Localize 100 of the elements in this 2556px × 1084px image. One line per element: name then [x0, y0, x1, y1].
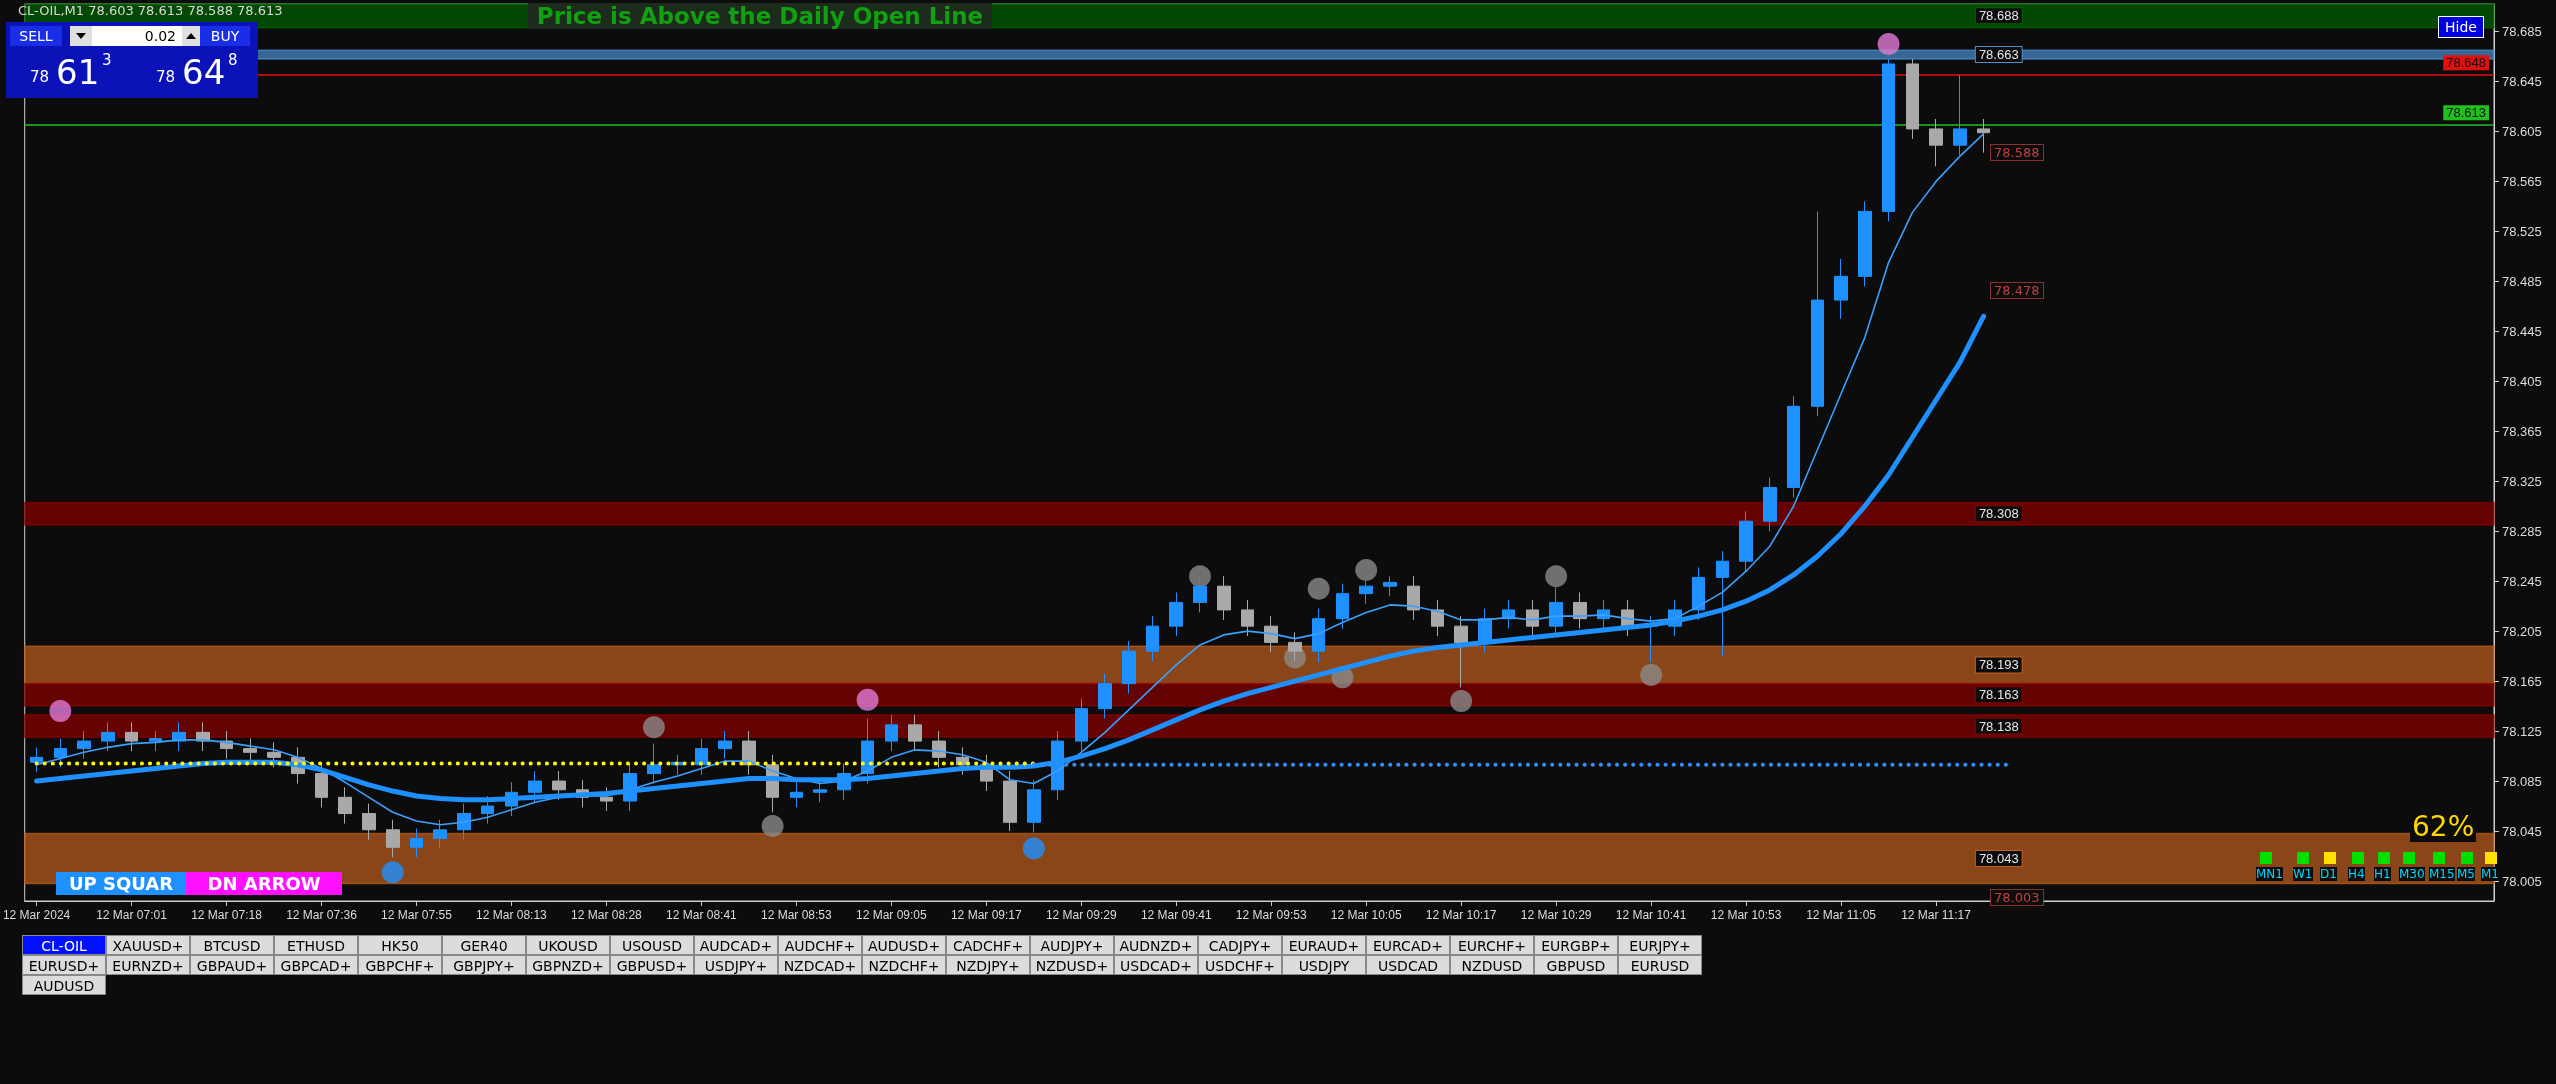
candlestick — [125, 721, 138, 752]
annotation: 78 — [30, 68, 50, 86]
x-tick-label: 12 Mar 2024 — [2, 908, 71, 922]
point — [1355, 558, 1378, 581]
x-tick-label: 12 Mar 10:17 — [1425, 908, 1497, 922]
candlestick — [1288, 631, 1302, 662]
text: EURUSD — [1618, 955, 1702, 975]
y-tick-label: 78.125 — [2502, 723, 2542, 739]
point — [381, 861, 404, 884]
point — [49, 700, 72, 723]
text: USDJPY — [1282, 955, 1366, 975]
annotation: 61 — [56, 52, 100, 92]
candlestick — [77, 730, 91, 760]
candlestick — [386, 819, 400, 858]
annotation: 64 — [182, 52, 226, 92]
text: GBPCAD+ — [274, 955, 358, 975]
candlestick — [1953, 74, 1967, 156]
text: EURJPY+ — [1618, 935, 1702, 955]
x-tick-label: 12 Mar 07:55 — [381, 908, 453, 922]
annotation: 78.003 — [1990, 889, 2044, 906]
x-tick-label: 12 Mar 09:17 — [950, 908, 1022, 922]
candlestick — [1241, 599, 1254, 637]
point — [1307, 577, 1330, 600]
y-tick-label: 78.405 — [2502, 373, 2542, 389]
candlestick — [1146, 615, 1159, 662]
point — [1450, 690, 1473, 713]
x-tick-label: 12 Mar 09:53 — [1235, 908, 1307, 922]
candlestick — [1122, 640, 1136, 695]
annotation: 3 — [102, 51, 112, 69]
text: NZDJPY+ — [946, 955, 1030, 975]
annotation: 8 — [228, 51, 238, 69]
text: EURNZD+ — [106, 955, 190, 975]
candlestick — [1383, 575, 1397, 597]
candlestick — [1834, 258, 1848, 320]
candlestick — [362, 803, 376, 841]
candlestick — [647, 743, 661, 785]
text: USDCAD+ — [1114, 955, 1198, 975]
y-tick-label: 78.045 — [2502, 823, 2542, 839]
text: NZDCHF+ — [862, 955, 946, 975]
ref-line-label: 78.613 — [2446, 105, 2486, 121]
text: GBPUSD — [1534, 955, 1618, 975]
candlestick — [1027, 779, 1041, 833]
candlestick — [695, 738, 708, 776]
candlestick — [718, 730, 732, 760]
text: GBPCHF+ — [358, 955, 442, 975]
point — [1877, 32, 1900, 55]
candlestick — [1359, 580, 1373, 605]
candlestick — [1763, 476, 1777, 532]
text: CL-OIL — [22, 935, 106, 955]
candlestick — [315, 763, 328, 808]
annotation: UP SQUAR — [56, 872, 186, 895]
x-tick-label: 12 Mar 07:18 — [191, 908, 263, 922]
text: AUDUSD — [22, 975, 106, 995]
x-tick-label: 12 Mar 09:05 — [855, 908, 928, 922]
candlestick — [742, 730, 756, 776]
band-label: 78.138 — [1978, 718, 2019, 734]
point — [761, 815, 784, 838]
candlestick — [1716, 550, 1729, 657]
candlestick — [1312, 608, 1325, 663]
text: AUDNZD+ — [1114, 935, 1198, 955]
annotation: DN ARROW — [186, 872, 342, 895]
text: EURCHF+ — [1450, 935, 1534, 955]
x-tick-label: 12 Mar 08:41 — [666, 908, 738, 922]
candlestick — [932, 730, 946, 768]
y-tick-label: 78.325 — [2502, 473, 2542, 489]
annotation: H1 — [2374, 867, 2391, 881]
candlestick — [885, 714, 898, 752]
candlestick — [267, 741, 281, 768]
annotation: M30 — [2399, 867, 2425, 881]
x-tick-label: 12 Mar 11:05 — [1806, 908, 1877, 922]
annotation: SELL — [10, 26, 62, 46]
text: USDJPY+ — [694, 955, 778, 975]
text: EURGBP+ — [1534, 935, 1618, 955]
annotation: 78.478 — [1990, 282, 2044, 299]
text: USDCAD — [1366, 955, 1450, 975]
candlestick — [908, 714, 922, 752]
text: NZDUSD+ — [1030, 955, 1114, 975]
candlestick — [1977, 118, 1990, 154]
candlestick — [1739, 510, 1753, 572]
candlestick — [1003, 770, 1017, 832]
ref-line-label: 78.648 — [2446, 55, 2486, 71]
text: HK50 — [358, 935, 442, 955]
candlestick — [1264, 615, 1278, 653]
annotation: M5 — [2457, 867, 2475, 881]
candlestick — [457, 803, 471, 841]
text: CADCHF+ — [946, 935, 1030, 955]
candlestick — [552, 770, 566, 801]
text: AUDUSD+ — [862, 935, 946, 955]
y-tick-label: 78.205 — [2502, 623, 2542, 639]
band-label: 78.688 — [1978, 8, 2019, 24]
x-tick-label: 12 Mar 10:53 — [1710, 908, 1782, 922]
text: EURUSD+ — [22, 955, 106, 975]
candlestick — [101, 721, 115, 752]
candlestick — [30, 746, 43, 773]
candlestick — [1692, 566, 1705, 621]
candlestick — [600, 786, 613, 812]
annotation: 78.588 — [1990, 144, 2044, 161]
candlestick — [243, 738, 257, 763]
annotation: CL-OIL,M1 78.603 78.613 78.588 78.613 — [18, 3, 283, 18]
y-tick-label: 78.165 — [2502, 673, 2542, 689]
